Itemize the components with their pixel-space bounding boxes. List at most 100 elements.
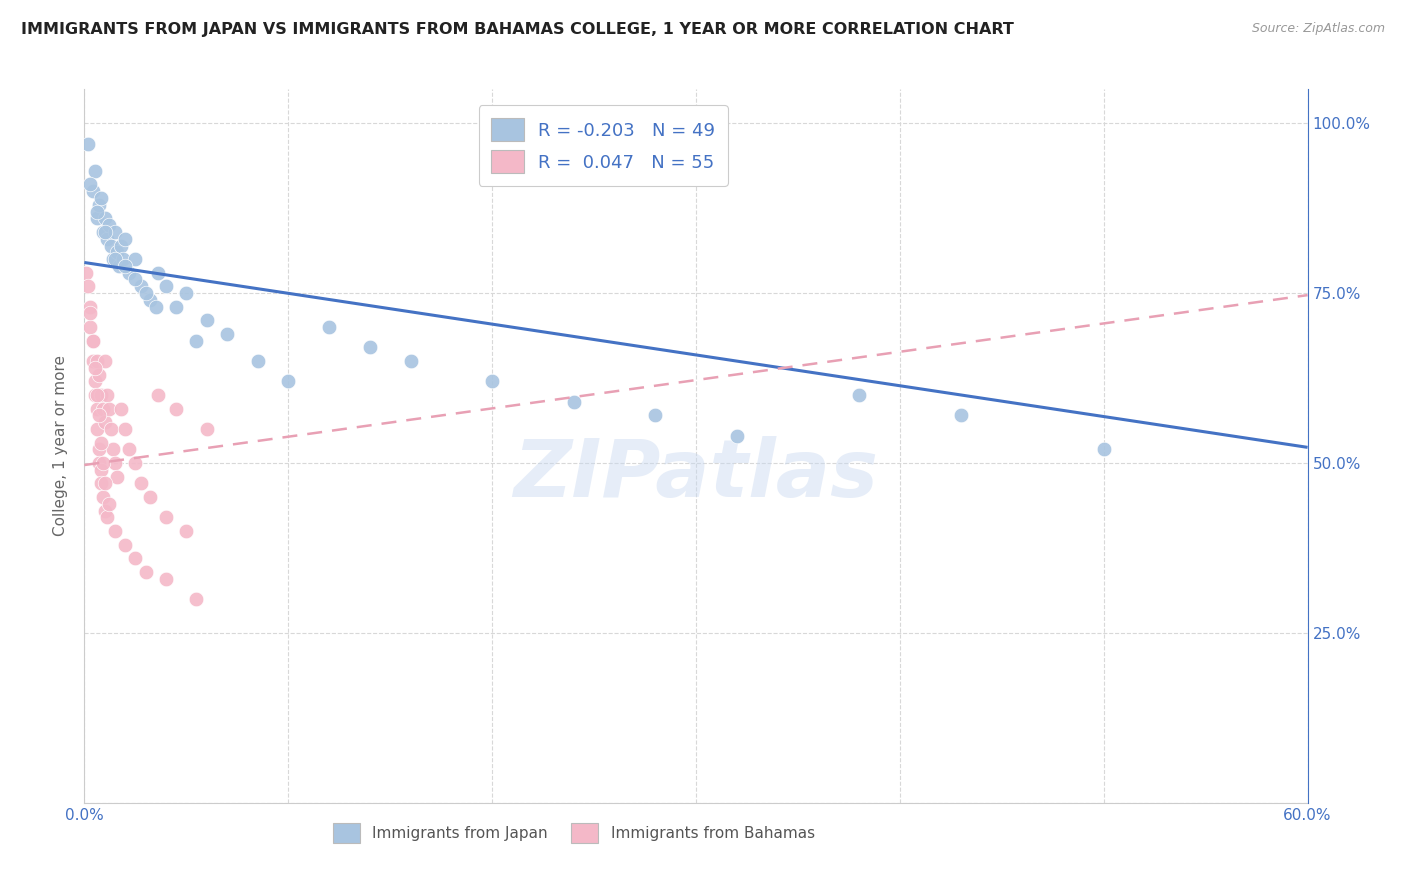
Point xyxy=(186,591,208,606)
Point xyxy=(82,334,104,348)
Point xyxy=(87,368,110,382)
Point xyxy=(950,409,973,423)
Point xyxy=(90,388,112,402)
Point xyxy=(101,442,124,457)
Point xyxy=(124,456,146,470)
Point xyxy=(112,252,135,266)
Point xyxy=(118,442,141,457)
Point xyxy=(90,191,112,205)
Point xyxy=(86,354,108,368)
Point xyxy=(86,204,108,219)
Point xyxy=(155,279,177,293)
Point xyxy=(110,401,132,416)
Point xyxy=(174,286,197,301)
Point xyxy=(87,442,110,457)
Point xyxy=(108,259,131,273)
Point xyxy=(93,225,115,239)
Point xyxy=(104,524,127,538)
Point xyxy=(91,225,114,239)
Point xyxy=(1092,442,1115,457)
Point xyxy=(97,218,120,232)
Point xyxy=(82,354,104,368)
Point xyxy=(155,572,177,586)
Point xyxy=(101,252,124,266)
Point xyxy=(145,300,167,314)
Point xyxy=(644,409,666,423)
Point xyxy=(90,463,112,477)
Point xyxy=(93,354,115,368)
Point xyxy=(91,401,114,416)
Point xyxy=(77,136,100,151)
Point xyxy=(83,163,105,178)
Point xyxy=(105,245,128,260)
Point xyxy=(87,198,110,212)
Point xyxy=(725,429,748,443)
Point xyxy=(135,565,157,579)
Point xyxy=(86,211,108,226)
Point xyxy=(79,320,101,334)
Point xyxy=(86,422,108,436)
Point xyxy=(246,354,269,368)
Point xyxy=(118,266,141,280)
Point xyxy=(97,497,120,511)
Y-axis label: College, 1 year or more: College, 1 year or more xyxy=(53,356,69,536)
Point xyxy=(86,401,108,416)
Point xyxy=(93,476,115,491)
Point xyxy=(87,409,110,423)
Point xyxy=(135,286,157,301)
Point xyxy=(399,354,422,368)
Point xyxy=(82,334,104,348)
Point xyxy=(79,178,101,192)
Point xyxy=(104,252,127,266)
Point xyxy=(91,490,114,504)
Legend: Immigrants from Japan, Immigrants from Bahamas: Immigrants from Japan, Immigrants from B… xyxy=(326,817,821,848)
Point xyxy=(318,320,340,334)
Point xyxy=(124,551,146,566)
Point xyxy=(91,456,114,470)
Point xyxy=(277,375,299,389)
Point xyxy=(174,524,197,538)
Point xyxy=(848,388,870,402)
Point xyxy=(104,456,127,470)
Point xyxy=(155,510,177,524)
Point xyxy=(97,401,120,416)
Point xyxy=(481,375,503,389)
Point xyxy=(165,401,187,416)
Point xyxy=(186,334,208,348)
Point xyxy=(87,456,110,470)
Point xyxy=(83,360,105,375)
Point xyxy=(124,252,146,266)
Point xyxy=(79,306,101,320)
Point xyxy=(195,313,218,327)
Point xyxy=(93,211,115,226)
Point xyxy=(165,300,187,314)
Point xyxy=(131,279,153,293)
Point xyxy=(146,388,169,402)
Point xyxy=(217,326,239,341)
Point xyxy=(100,422,122,436)
Point xyxy=(195,422,218,436)
Point xyxy=(90,476,112,491)
Point xyxy=(114,232,136,246)
Point xyxy=(90,435,112,450)
Point xyxy=(114,422,136,436)
Point xyxy=(93,415,115,429)
Point xyxy=(138,293,160,307)
Point xyxy=(82,184,104,198)
Point xyxy=(100,238,122,252)
Point xyxy=(75,266,97,280)
Text: ZIPatlas: ZIPatlas xyxy=(513,435,879,514)
Point xyxy=(105,469,128,483)
Point xyxy=(562,394,585,409)
Point xyxy=(83,388,105,402)
Point xyxy=(77,279,100,293)
Point xyxy=(86,388,108,402)
Point xyxy=(104,225,127,239)
Text: Source: ZipAtlas.com: Source: ZipAtlas.com xyxy=(1251,22,1385,36)
Point xyxy=(131,476,153,491)
Point xyxy=(96,388,118,402)
Text: IMMIGRANTS FROM JAPAN VS IMMIGRANTS FROM BAHAMAS COLLEGE, 1 YEAR OR MORE CORRELA: IMMIGRANTS FROM JAPAN VS IMMIGRANTS FROM… xyxy=(21,22,1014,37)
Point xyxy=(110,238,132,252)
Point xyxy=(359,341,381,355)
Point xyxy=(96,232,118,246)
